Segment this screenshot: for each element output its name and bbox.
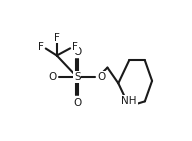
Text: O: O <box>73 47 81 57</box>
Text: S: S <box>74 72 81 82</box>
Text: O: O <box>98 72 106 82</box>
Text: O: O <box>73 98 81 108</box>
Text: O: O <box>49 72 57 82</box>
Text: F: F <box>54 33 60 43</box>
Text: NH: NH <box>121 96 137 106</box>
Text: F: F <box>38 42 44 52</box>
Text: F: F <box>72 42 78 52</box>
